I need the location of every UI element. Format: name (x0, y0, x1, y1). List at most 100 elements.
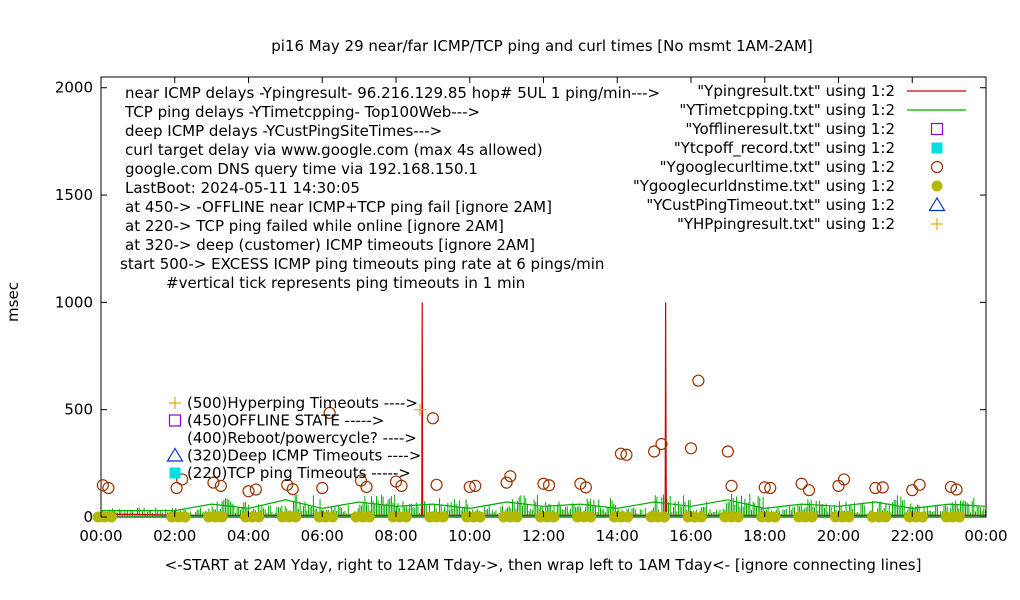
x-tick-label: 20:00 (817, 527, 860, 545)
data-point (426, 412, 439, 425)
data-point (648, 445, 661, 458)
legend: "Ypingresult.txt" using 1:2"YTimetcpping… (633, 82, 966, 233)
data-point (504, 470, 517, 483)
legend-marker-swatch (931, 218, 943, 230)
data-point (953, 511, 965, 523)
info-text-block: near ICMP delays -Ypingresult- 96.216.12… (120, 84, 660, 292)
series-line (101, 499, 987, 512)
y-tick-label: 1000 (55, 293, 93, 311)
y-tick-label: 500 (64, 401, 93, 419)
data-point (316, 481, 329, 495)
data-point (327, 511, 339, 523)
data-point (511, 511, 523, 523)
chart-title: pi16 May 29 near/far ICMP/TCP ping and c… (271, 37, 813, 55)
marker-key-label: (220)TCP ping Timeouts -----> (187, 464, 411, 482)
data-point (695, 511, 707, 523)
data-point (96, 479, 109, 492)
legend-label: "YCustPingTimeout.txt" using 1:2 (646, 196, 895, 214)
legend-marker-swatch (931, 180, 943, 192)
marker-key-label: (320)Deep ICMP Timeouts ----> (187, 447, 421, 465)
data-point (395, 479, 408, 492)
info-line: curl target delay via www.google.com (ma… (125, 141, 543, 159)
info-line: google.com DNS query time via 192.168.15… (125, 160, 478, 178)
marker-key-swatch (169, 397, 181, 409)
x-tick-label: 12:00 (522, 527, 565, 545)
legend-label: "Ypingresult.txt" using 1:2 (697, 82, 895, 100)
y-tick-label: 1500 (55, 186, 93, 204)
info-line: at 450-> -OFFLINE near ICMP+TCP ping fai… (125, 198, 552, 216)
data-point (430, 478, 443, 491)
legend-label: "YHPpingresult.txt" using 1:2 (677, 215, 895, 233)
series-line (101, 302, 986, 516)
data-point (758, 481, 771, 494)
data-point (806, 511, 818, 523)
x-tick-label: 06:00 (301, 527, 344, 545)
x-tick-label: 16:00 (669, 527, 712, 545)
marker-key-swatch (168, 414, 182, 427)
data-point (216, 511, 228, 523)
legend-label: "YTimetcpping.txt" using 1:2 (679, 101, 895, 119)
data-point (249, 483, 262, 496)
data-point (207, 476, 220, 489)
data-point (880, 511, 892, 523)
data-point (795, 477, 808, 490)
data-point (769, 511, 781, 523)
data-point (658, 511, 670, 523)
data-point (400, 511, 412, 523)
data-point (837, 473, 851, 486)
data-point (242, 485, 255, 498)
data-point (692, 374, 705, 387)
data-point (725, 479, 738, 492)
data-point (474, 511, 486, 523)
data-point (764, 481, 777, 495)
legend-label: "Ygooglecurldnstime.txt" using 1:2 (633, 177, 895, 195)
data-point (843, 511, 855, 523)
legend-marker-swatch (930, 160, 944, 174)
data-point (363, 511, 375, 523)
data-point (463, 480, 476, 494)
y-tick-label: 0 (83, 508, 93, 526)
info-line: TCP ping delays -YTimetcpping- Top100Web… (124, 103, 480, 121)
data-point (802, 484, 816, 497)
data-point (105, 511, 117, 523)
info-line: at 320-> deep (customer) ICMP timeouts [… (125, 236, 535, 254)
data-point (684, 442, 698, 455)
legend-label: "Ytcpoff_record.txt" using 1:2 (674, 139, 895, 158)
data-point (413, 403, 426, 416)
data-point (585, 511, 597, 523)
data-point (542, 479, 556, 492)
legend-label: "Yofflineresult.txt" using 1:2 (685, 120, 895, 138)
marker-key-label: (500)Hyperping Timeouts ----> (187, 394, 418, 412)
x-tick-label: 04:00 (227, 527, 270, 545)
data-point (290, 511, 302, 523)
data-point (913, 478, 926, 491)
x-tick-label: 22:00 (891, 527, 934, 545)
data-point (732, 511, 744, 523)
legend-marker-swatch (930, 122, 944, 136)
legend-label: "Ygooglecurltime.txt" using 1:2 (660, 158, 895, 176)
data-point (620, 448, 633, 461)
data-point (832, 479, 845, 492)
data-point (876, 481, 889, 494)
data-point (622, 511, 634, 523)
x-tick-label: 02:00 (153, 527, 196, 545)
info-line: near ICMP delays -Ypingresult- 96.216.12… (125, 84, 660, 102)
data-point (360, 480, 373, 494)
legend-marker-swatch (928, 196, 946, 212)
data-point (214, 479, 227, 492)
data-point (614, 447, 628, 460)
x-tick-label: 00:00 (79, 527, 122, 545)
x-axis-label: <-START at 2AM Yday, right to 12AM Tday-… (165, 556, 922, 574)
info-line: #vertical tick represents ping timeouts … (166, 274, 525, 292)
data-point (253, 511, 265, 523)
data-point (437, 511, 449, 523)
info-line: at 220-> TCP ping failed while online [i… (125, 217, 504, 235)
data-point (950, 483, 963, 496)
marker-key-block: (500)Hyperping Timeouts ---->(450)OFFLIN… (166, 394, 421, 482)
data-point (323, 406, 336, 420)
info-line: deep ICMP delays -YCustPingSiteTimes---> (125, 122, 442, 140)
data-point (179, 511, 191, 523)
marker-key-label: (450)OFFLINE STATE -----> (187, 412, 384, 430)
data-point (721, 445, 734, 458)
data-point (579, 481, 593, 494)
